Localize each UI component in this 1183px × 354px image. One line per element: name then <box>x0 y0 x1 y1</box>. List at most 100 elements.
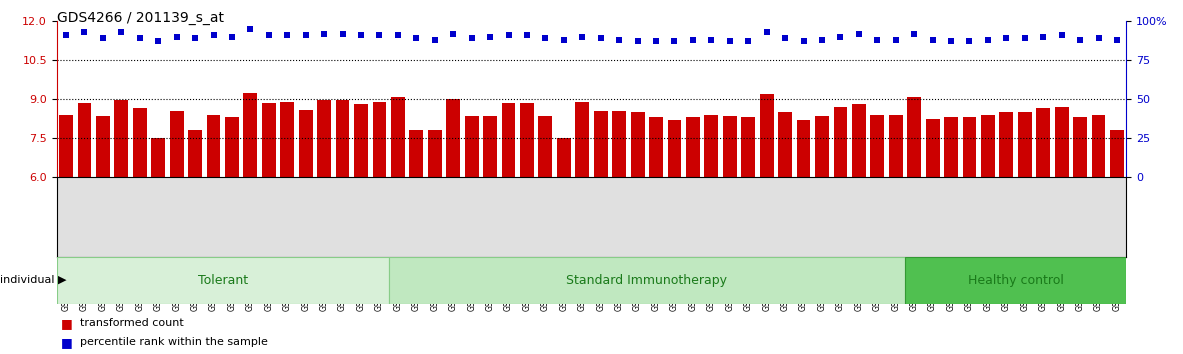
Bar <box>373 102 387 177</box>
Point <box>112 29 131 35</box>
Point <box>647 39 666 44</box>
Point <box>628 39 647 44</box>
Bar <box>336 101 349 177</box>
Bar <box>1055 107 1068 177</box>
Point <box>1015 35 1034 41</box>
Bar <box>925 119 939 177</box>
Point <box>1034 34 1053 40</box>
Point <box>776 35 795 41</box>
Text: transformed count: transformed count <box>79 318 183 329</box>
Text: ■: ■ <box>60 336 72 349</box>
Text: individual ▶: individual ▶ <box>0 275 66 285</box>
Point <box>536 35 555 41</box>
Bar <box>667 120 681 177</box>
Bar <box>132 108 147 177</box>
Point <box>463 35 481 41</box>
Point <box>665 39 684 44</box>
Text: Healthy control: Healthy control <box>968 274 1064 287</box>
Bar <box>907 97 922 177</box>
Bar <box>78 103 91 177</box>
Point <box>334 31 353 36</box>
Bar <box>723 116 737 177</box>
Bar <box>409 130 424 177</box>
Bar <box>1110 130 1124 177</box>
Point <box>75 29 93 35</box>
Bar <box>944 117 958 177</box>
Bar <box>261 103 276 177</box>
Point <box>499 33 518 38</box>
Bar <box>299 109 312 177</box>
Bar <box>483 116 497 177</box>
Text: percentile rank within the sample: percentile rank within the sample <box>79 337 267 347</box>
Point <box>259 33 278 38</box>
Point <box>296 33 315 38</box>
Bar <box>280 102 295 177</box>
Text: Standard Immunotherapy: Standard Immunotherapy <box>567 274 728 287</box>
Point <box>480 34 499 40</box>
Bar <box>649 117 662 177</box>
Bar <box>594 111 608 177</box>
Bar <box>169 111 183 177</box>
Bar <box>613 111 626 177</box>
Point <box>609 37 628 43</box>
Point <box>830 34 849 40</box>
Point <box>1107 37 1126 43</box>
Point <box>315 31 334 36</box>
Bar <box>1036 108 1051 177</box>
Bar <box>317 101 331 177</box>
Point <box>57 33 76 38</box>
Text: ■: ■ <box>60 317 72 330</box>
Point <box>203 33 222 38</box>
Bar <box>244 93 257 177</box>
Point <box>849 31 868 36</box>
Bar <box>742 117 755 177</box>
Point <box>370 33 389 38</box>
Point <box>130 35 149 41</box>
Point <box>1052 33 1071 38</box>
Point <box>241 26 260 32</box>
Bar <box>1017 112 1032 177</box>
Point <box>93 35 112 41</box>
Bar <box>834 107 847 177</box>
Bar <box>704 115 718 177</box>
Bar <box>1000 112 1014 177</box>
Bar <box>96 116 110 177</box>
Bar <box>115 101 128 177</box>
Point <box>278 33 297 38</box>
Bar <box>963 117 976 177</box>
Bar <box>389 257 905 304</box>
Point <box>426 37 445 43</box>
Bar <box>1092 115 1105 177</box>
Point <box>149 39 168 44</box>
Bar <box>871 115 884 177</box>
Bar <box>686 117 700 177</box>
Point <box>555 37 574 43</box>
Bar <box>778 112 791 177</box>
Point <box>573 34 592 40</box>
Bar <box>557 138 570 177</box>
Point <box>868 37 887 43</box>
Bar <box>631 112 645 177</box>
Point <box>978 37 997 43</box>
Bar <box>502 103 516 177</box>
Bar <box>446 99 460 177</box>
Text: GDS4266 / 201139_s_at: GDS4266 / 201139_s_at <box>57 11 224 25</box>
Bar <box>905 257 1126 304</box>
Point <box>444 31 463 36</box>
Bar <box>538 116 552 177</box>
Bar <box>575 102 589 177</box>
Point <box>961 39 980 44</box>
Point <box>997 35 1016 41</box>
Bar <box>815 116 829 177</box>
Bar <box>57 257 389 304</box>
Point <box>702 37 720 43</box>
Point <box>794 39 813 44</box>
Text: Tolerant: Tolerant <box>198 274 247 287</box>
Point <box>905 31 924 36</box>
Bar <box>759 94 774 177</box>
Point <box>720 39 739 44</box>
Point <box>388 33 407 38</box>
Bar <box>852 104 866 177</box>
Bar <box>59 115 73 177</box>
Point <box>1071 37 1090 43</box>
